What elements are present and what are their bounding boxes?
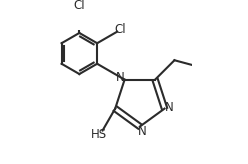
Text: Cl: Cl	[74, 0, 85, 12]
Text: N: N	[138, 125, 147, 138]
Text: N: N	[165, 101, 174, 114]
Text: Cl: Cl	[115, 23, 126, 36]
Text: HS: HS	[91, 128, 107, 141]
Text: N: N	[116, 71, 125, 84]
